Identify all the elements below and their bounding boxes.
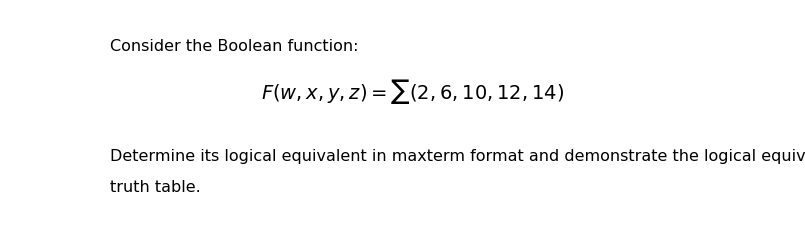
Text: Consider the Boolean function:: Consider the Boolean function: [110, 39, 358, 54]
Text: Determine its logical equivalent in maxterm format and demonstrate the logical e: Determine its logical equivalent in maxt… [110, 148, 805, 163]
Text: truth table.: truth table. [110, 180, 200, 194]
Text: $F(w, x, y, z) = \sum(2, 6, 10, 12, 14)$: $F(w, x, y, z) = \sum(2, 6, 10, 12, 14)$ [261, 77, 564, 106]
